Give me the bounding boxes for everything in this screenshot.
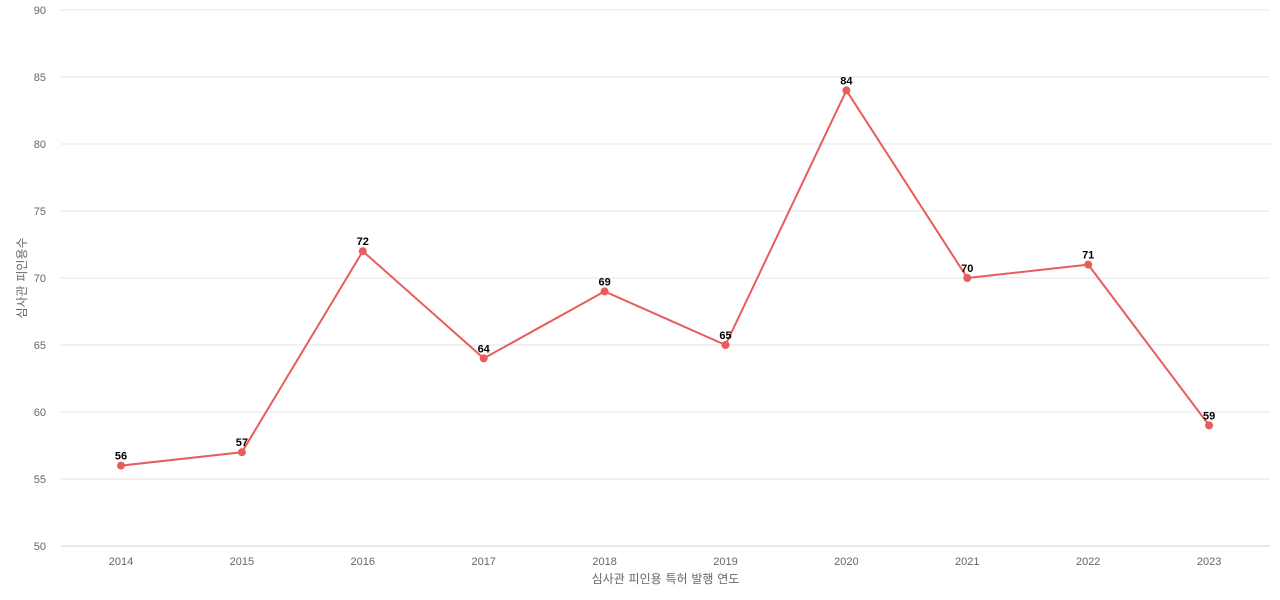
x-tick-label-2018: 2018: [592, 556, 616, 568]
y-tick-label-90: 90: [34, 5, 46, 17]
series-line-0: [120, 89, 1210, 467]
y-tick-label-55: 55: [34, 474, 46, 486]
y-tick-label-50: 50: [34, 541, 46, 553]
y-tick-label-85: 85: [34, 72, 46, 84]
x-tick-label-2023: 2023: [1197, 556, 1221, 568]
data-point-2022[interactable]: [1084, 260, 1093, 269]
data-point-2015[interactable]: [237, 448, 246, 457]
x-tick-label-2019: 2019: [713, 556, 737, 568]
data-label-2017: 64: [478, 343, 491, 355]
x-axis-title: 심사관 피인용 특허 발행 연도: [592, 571, 740, 586]
y-gridlines: [61, 9, 1270, 480]
data-label-2014: 56: [115, 451, 127, 463]
data-label-2021: 70: [961, 263, 973, 275]
data-point-2016[interactable]: [358, 247, 367, 256]
x-tick-label-2014: 2014: [109, 556, 133, 568]
data-point-2021[interactable]: [963, 274, 972, 282]
y-tick-label-80: 80: [34, 139, 46, 151]
x-tick-label-2022: 2022: [1076, 556, 1100, 568]
data-label-2018: 69: [598, 276, 610, 288]
x-axis-ticks: 2014 2015 2016 2017 2018 2019 2020 2021 2022 2023: [109, 556, 1222, 568]
y-tick-label-70: 70: [34, 273, 46, 285]
x-tick-label-2017: 2017: [471, 556, 495, 568]
data-label-2019: 65: [719, 330, 731, 342]
data-point-2020[interactable]: [842, 86, 851, 95]
data-point-2018[interactable]: [600, 287, 609, 296]
data-point-2019[interactable]: [721, 341, 730, 349]
x-tick-label-2015: 2015: [230, 556, 254, 568]
data-labels: 56 57 72 64 69 65 84 70 71 59: [115, 75, 1215, 462]
y-tick-label-75: 75: [34, 206, 46, 218]
x-tick-label-2021: 2021: [955, 556, 979, 568]
data-point-2017[interactable]: [479, 354, 488, 363]
data-point-2014[interactable]: [117, 461, 125, 470]
data-label-2020: 84: [840, 75, 853, 87]
data-label-2015: 57: [236, 437, 248, 449]
data-label-2016: 72: [357, 236, 369, 248]
data-point-2023[interactable]: [1205, 421, 1214, 430]
y-axis-title: 심사관 피인용수: [15, 237, 29, 318]
y-tick-label-60: 60: [34, 407, 46, 419]
series-line-group: [120, 89, 1210, 467]
data-label-2023: 59: [1203, 410, 1215, 422]
data-points: [117, 86, 1214, 470]
x-tick-label-2020: 2020: [834, 556, 858, 568]
y-tick-label-65: 65: [34, 340, 46, 352]
y-axis-ticks: 50 55 60 65 70 75 80 85 90: [34, 5, 46, 553]
data-label-2022: 71: [1082, 250, 1094, 262]
x-tick-label-2016: 2016: [351, 556, 375, 568]
